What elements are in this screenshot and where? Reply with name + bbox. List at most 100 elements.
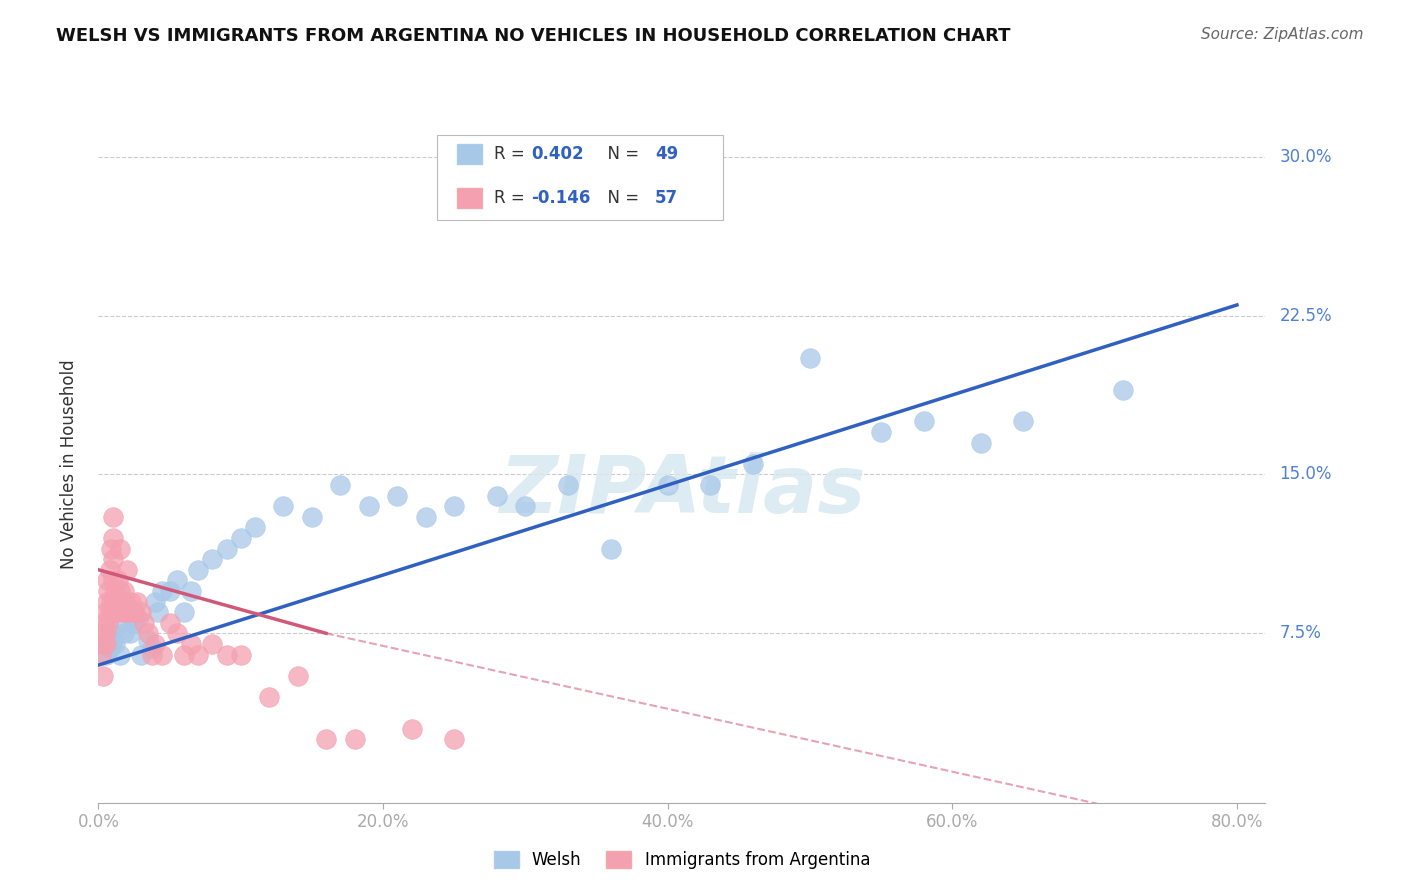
Point xyxy=(101,574,124,588)
Point xyxy=(166,574,188,588)
Point xyxy=(180,637,202,651)
Text: R =: R = xyxy=(494,145,530,163)
Point xyxy=(110,594,132,608)
Point xyxy=(141,648,163,662)
Point xyxy=(104,637,127,651)
Point xyxy=(599,541,621,556)
Point xyxy=(301,509,323,524)
Point xyxy=(114,594,136,608)
Legend: Welsh, Immigrants from Argentina: Welsh, Immigrants from Argentina xyxy=(486,845,877,876)
FancyBboxPatch shape xyxy=(437,135,723,219)
Point xyxy=(96,594,118,608)
Point xyxy=(1012,414,1035,429)
Point xyxy=(152,648,174,662)
Point xyxy=(136,626,159,640)
Point xyxy=(94,648,117,662)
Point xyxy=(215,648,238,662)
Point xyxy=(127,611,149,625)
Point xyxy=(112,583,135,598)
Text: Source: ZipAtlas.com: Source: ZipAtlas.com xyxy=(1201,27,1364,42)
Point xyxy=(132,615,155,630)
Point xyxy=(229,648,252,662)
Point xyxy=(657,478,679,492)
Point xyxy=(91,669,114,683)
Point xyxy=(201,637,224,651)
Point xyxy=(187,648,209,662)
Point xyxy=(94,605,117,619)
Point xyxy=(122,605,145,619)
Point xyxy=(401,722,423,736)
Point xyxy=(112,626,135,640)
Point xyxy=(122,605,145,619)
Point xyxy=(98,563,121,577)
Point xyxy=(115,605,138,619)
Text: 7.5%: 7.5% xyxy=(1279,624,1322,642)
Point xyxy=(1112,383,1135,397)
Point xyxy=(799,351,821,365)
Point xyxy=(257,690,280,704)
Point xyxy=(108,541,131,556)
Point xyxy=(104,605,127,619)
Point xyxy=(742,457,765,471)
Point xyxy=(166,626,188,640)
Point xyxy=(699,478,721,492)
Point xyxy=(912,414,935,429)
Text: 22.5%: 22.5% xyxy=(1279,307,1331,325)
Point xyxy=(515,500,537,514)
Point xyxy=(101,531,124,545)
Text: 15.0%: 15.0% xyxy=(1279,466,1331,483)
Point xyxy=(98,605,121,619)
Point xyxy=(143,594,166,608)
Point xyxy=(93,615,115,630)
Point xyxy=(415,509,437,524)
Point xyxy=(111,605,134,619)
FancyBboxPatch shape xyxy=(457,188,482,208)
Point xyxy=(90,648,112,662)
Point xyxy=(122,615,145,630)
Point xyxy=(103,594,125,608)
Point xyxy=(315,732,337,747)
Point xyxy=(97,583,120,598)
Point xyxy=(91,637,114,651)
Point xyxy=(94,637,117,651)
Point xyxy=(970,435,993,450)
FancyBboxPatch shape xyxy=(457,144,482,164)
Point xyxy=(201,552,224,566)
Text: 57: 57 xyxy=(655,189,678,207)
Text: 30.0%: 30.0% xyxy=(1279,148,1331,166)
Point xyxy=(215,541,238,556)
Point xyxy=(159,615,181,630)
Point xyxy=(180,583,202,598)
Point xyxy=(229,531,252,545)
Point xyxy=(173,648,195,662)
Point xyxy=(357,500,380,514)
Point xyxy=(343,732,366,747)
Point xyxy=(143,637,166,651)
Text: 0.402: 0.402 xyxy=(531,145,583,163)
Point xyxy=(120,594,142,608)
Point xyxy=(118,626,141,640)
Point xyxy=(187,563,209,577)
Point xyxy=(115,563,138,577)
Point xyxy=(129,648,152,662)
Text: 49: 49 xyxy=(655,145,678,163)
Text: WELSH VS IMMIGRANTS FROM ARGENTINA NO VEHICLES IN HOUSEHOLD CORRELATION CHART: WELSH VS IMMIGRANTS FROM ARGENTINA NO VE… xyxy=(56,27,1011,45)
Point xyxy=(91,626,114,640)
Point xyxy=(100,594,122,608)
Point xyxy=(273,500,295,514)
Point xyxy=(97,637,120,651)
Point xyxy=(97,615,120,630)
Point xyxy=(108,615,131,630)
Point xyxy=(443,732,465,747)
Point xyxy=(125,594,148,608)
Point xyxy=(101,626,124,640)
Point xyxy=(159,583,181,598)
Point xyxy=(173,605,195,619)
Point xyxy=(101,632,124,647)
Point xyxy=(94,626,117,640)
Point xyxy=(148,605,170,619)
Point xyxy=(287,669,309,683)
Point xyxy=(141,641,163,656)
Point xyxy=(557,478,579,492)
Point xyxy=(104,583,127,598)
